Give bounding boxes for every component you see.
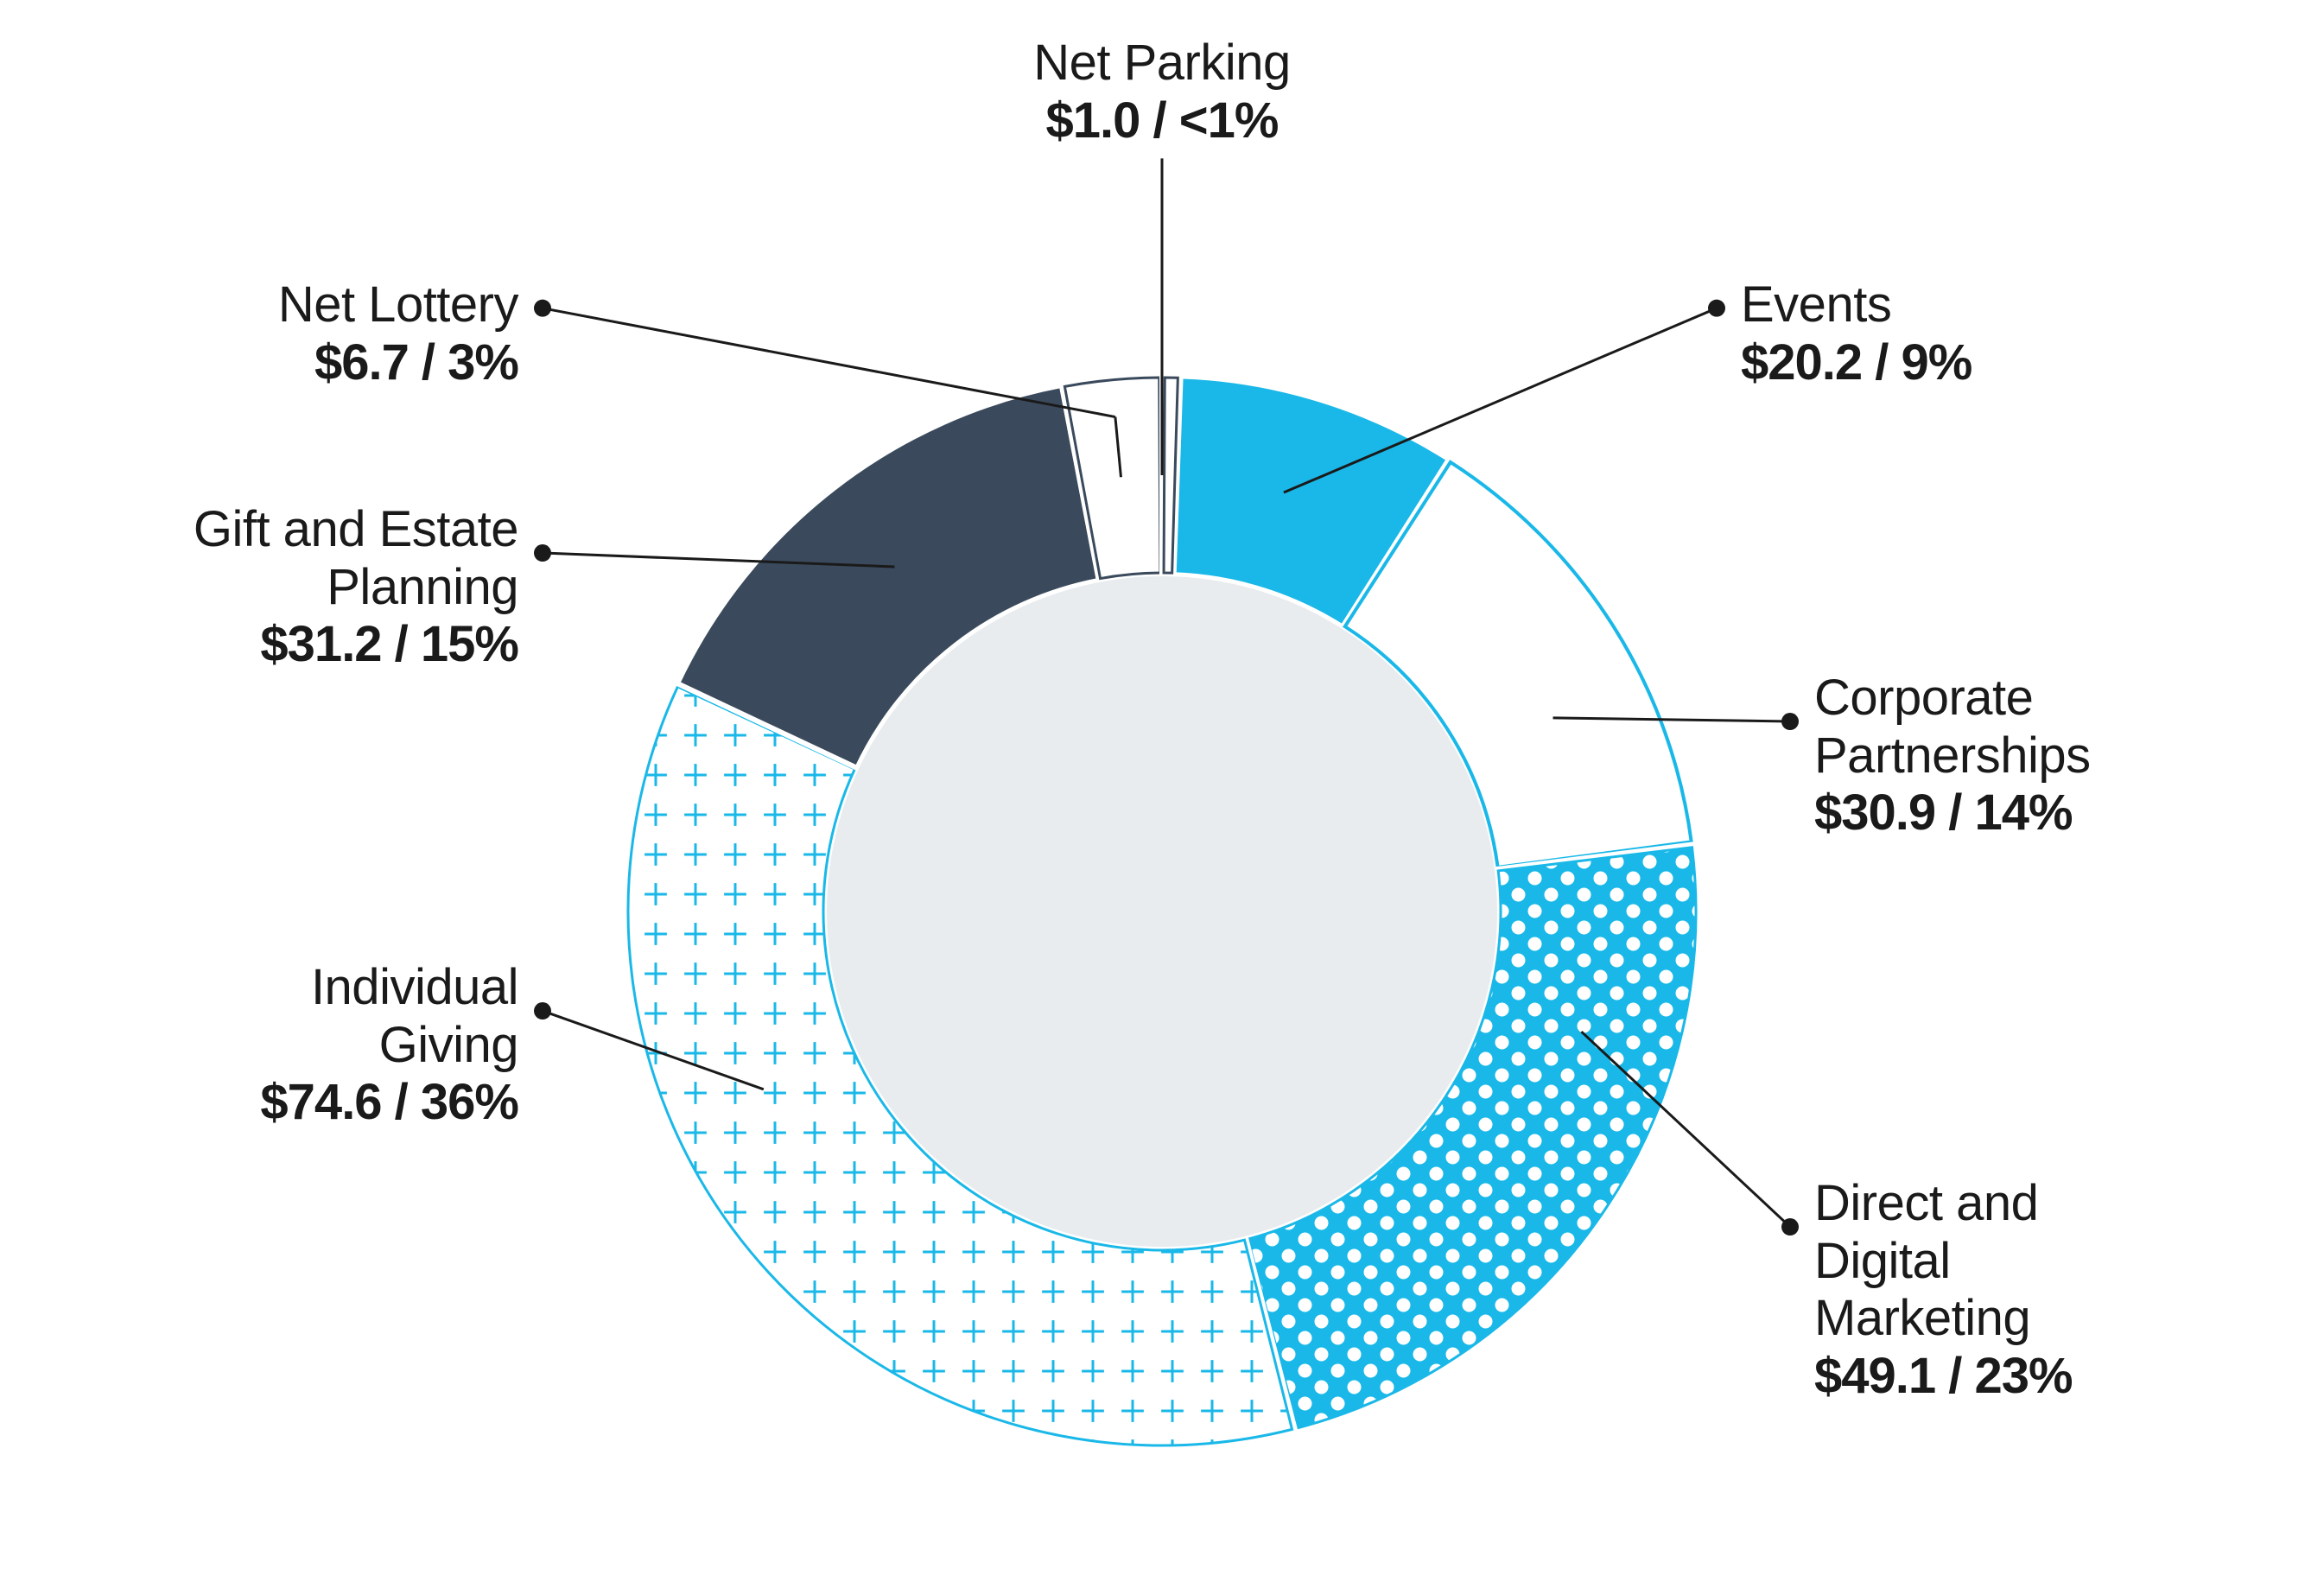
- label-direct-digital-marketing: Direct andDigitalMarketing$49.1 / 23%: [1814, 1175, 2073, 1406]
- label-gift-estate-planning: Gift and EstatePlanning$31.2 / 15%: [194, 501, 518, 674]
- leader-dot-net-lottery: [534, 300, 551, 317]
- leader-dot-events: [1708, 300, 1725, 317]
- label-value: $49.1 / 23%: [1814, 1348, 2073, 1406]
- label-value: $31.2 / 15%: [194, 616, 518, 674]
- leader-dot-gift-estate-planning: [534, 544, 551, 562]
- label-name-line: Gift and Estate: [194, 501, 518, 559]
- label-value: $6.7 / 3%: [278, 334, 518, 392]
- label-name-line: Net Lottery: [278, 276, 518, 334]
- leader-dot-corporate-partnerships: [1781, 713, 1799, 730]
- donut-hole: [827, 576, 1497, 1247]
- label-name-line: Giving: [260, 1017, 518, 1075]
- leader-dot-individual-giving: [534, 1002, 551, 1020]
- label-individual-giving: IndividualGiving$74.6 / 36%: [260, 959, 518, 1132]
- label-net-lottery: Net Lottery$6.7 / 3%: [278, 276, 518, 391]
- label-name-line: Planning: [194, 559, 518, 617]
- label-name-line: Events: [1741, 276, 1972, 334]
- label-value: $20.2 / 9%: [1741, 334, 1972, 392]
- label-corporate-partnerships: CorporatePartnerships$30.9 / 14%: [1814, 670, 2091, 842]
- label-name-line: Individual: [260, 959, 518, 1017]
- leader-dot-direct-digital-marketing: [1781, 1218, 1799, 1236]
- label-name-line: Marketing: [1814, 1290, 2073, 1348]
- label-name-line: Corporate: [1814, 670, 2091, 727]
- label-value: $1.0 / <1%: [1033, 92, 1291, 150]
- label-name-line: Partnerships: [1814, 727, 2091, 785]
- label-events: Events$20.2 / 9%: [1741, 276, 1972, 391]
- label-net-parking: Net Parking$1.0 / <1%: [1033, 35, 1291, 149]
- label-value: $30.9 / 14%: [1814, 784, 2091, 842]
- label-name-line: Net Parking: [1033, 35, 1291, 92]
- label-value: $74.6 / 36%: [260, 1074, 518, 1132]
- label-name-line: Digital: [1814, 1233, 2073, 1291]
- leader-events: [1284, 308, 1717, 492]
- leader-net-lottery: [543, 308, 1115, 417]
- donut-chart-stage: Events$20.2 / 9% CorporatePartnerships$30…: [0, 0, 2324, 1569]
- label-name-line: Direct and: [1814, 1175, 2073, 1233]
